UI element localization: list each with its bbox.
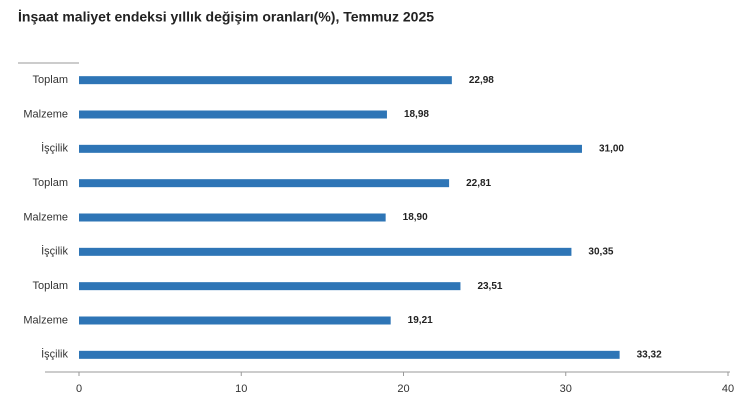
y-tick-label: İşçilik xyxy=(41,245,68,258)
y-tick-label: Toplam xyxy=(33,280,68,292)
bar xyxy=(79,282,461,291)
chart-title: İnşaat maliyet endeksi yıllık değişim or… xyxy=(18,9,434,25)
bar xyxy=(79,179,450,188)
bar xyxy=(79,110,387,119)
y-tick-label: Toplam xyxy=(33,74,68,86)
value-label: 22,81 xyxy=(466,178,491,189)
value-label: 23,51 xyxy=(477,281,502,292)
x-tick-label: 0 xyxy=(76,383,82,395)
value-label: 33,32 xyxy=(637,349,662,360)
x-tick-label: 20 xyxy=(397,383,409,395)
bar xyxy=(79,350,620,359)
value-label: 18,90 xyxy=(403,212,428,223)
y-tick-label: Malzeme xyxy=(23,211,68,223)
bar xyxy=(79,316,391,325)
value-label: 30,35 xyxy=(588,246,613,257)
value-label: 22,98 xyxy=(469,75,494,86)
bar xyxy=(79,76,452,85)
bar xyxy=(79,144,582,153)
y-tick-label: Toplam xyxy=(33,177,68,189)
y-tick-label: Malzeme xyxy=(23,108,68,120)
value-label: 18,98 xyxy=(404,109,429,120)
bar xyxy=(79,247,572,256)
value-label: 31,00 xyxy=(599,143,624,154)
value-label: 19,21 xyxy=(408,315,433,326)
x-tick-label: 30 xyxy=(560,383,572,395)
y-tick-label: Malzeme xyxy=(23,314,68,326)
x-tick-label: 40 xyxy=(722,383,734,395)
x-tick-label: 10 xyxy=(235,383,247,395)
bar xyxy=(79,213,386,222)
y-tick-label: İşçilik xyxy=(41,348,68,361)
y-tick-label: İşçilik xyxy=(41,142,68,155)
